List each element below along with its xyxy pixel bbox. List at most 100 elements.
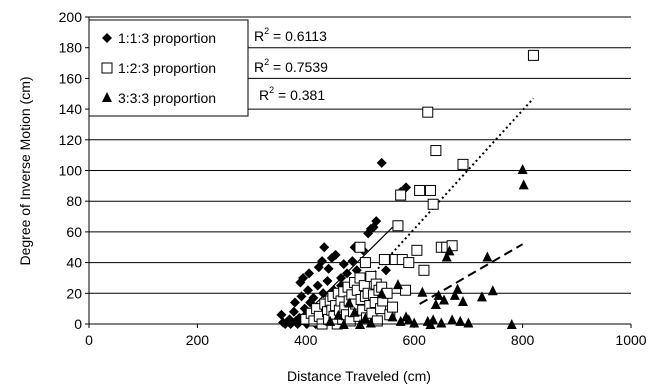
point-series-1 (319, 242, 330, 253)
point-series-1 (371, 216, 382, 227)
r2-label-1: R2 = 0.6113 (254, 26, 327, 44)
point-series-1 (288, 306, 299, 317)
y-tick-label: 140 (59, 101, 83, 117)
point-series-2 (418, 264, 430, 276)
point-series-1 (312, 280, 323, 291)
legend-diamond-marker (102, 33, 112, 43)
point-series-3 (349, 306, 360, 317)
point-series-1 (304, 268, 315, 279)
point-series-3 (487, 285, 498, 296)
point-series-3 (452, 283, 463, 294)
y-tick-label: 40 (66, 255, 82, 271)
point-series-3 (517, 163, 528, 174)
point-series-3 (436, 317, 447, 328)
point-series-3 (457, 295, 468, 306)
legend-square-marker (101, 62, 113, 74)
y-tick-label: 0 (74, 316, 82, 332)
point-series-2 (400, 284, 412, 296)
x-tick-label: 400 (294, 332, 318, 348)
legend-entry-3: 3:3:3 proportion (102, 90, 216, 106)
y-tick-label: 60 (66, 224, 82, 240)
legend-label-1: 1:1:3 proportion (118, 30, 216, 46)
point-series-2 (378, 254, 390, 266)
point-series-2 (387, 301, 399, 313)
point-series-3 (441, 251, 452, 262)
point-series-3 (376, 288, 387, 299)
point-series-3 (344, 297, 355, 308)
point-series-1 (376, 157, 387, 168)
y-tick-label: 120 (59, 132, 83, 148)
point-series-3 (392, 279, 403, 290)
y-axis-title: Degree of Inverse Motion (cm) (17, 76, 33, 265)
trendline-series-3 (419, 243, 524, 305)
point-series-1 (298, 272, 309, 283)
legend-triangle-marker (102, 92, 112, 102)
point-series-3 (430, 299, 441, 310)
point-series-2 (457, 158, 469, 170)
point-series-3 (333, 309, 344, 320)
point-series-1 (323, 263, 334, 274)
tick-labels: 0 20 40 60 80 100 120 140 160 180 200 0 200 400 600 800… (59, 9, 647, 348)
r2-label-2: R2 = 0.7539 (254, 57, 328, 75)
point-series-2 (411, 244, 423, 256)
x-tick-label: 600 (403, 332, 427, 348)
point-series-3 (428, 314, 439, 325)
x-tick-label: 1000 (615, 332, 646, 348)
point-series-3 (417, 286, 428, 297)
y-tick-label: 160 (59, 70, 83, 86)
point-series-1 (302, 285, 313, 296)
r2-label-3: R2 = 0.381 (259, 85, 325, 103)
x-tick-label: 0 (85, 332, 93, 348)
point-series-2 (354, 241, 366, 253)
point-series-2 (446, 240, 458, 252)
legend-entry-2: 1:2:3 proportion (101, 60, 216, 76)
point-series-1 (317, 256, 328, 267)
point-series-1 (341, 268, 352, 279)
point-series-2 (422, 106, 434, 118)
x-tick-label: 200 (186, 332, 210, 348)
point-series-2 (359, 257, 371, 269)
legend-box (88, 19, 249, 117)
point-series-3 (325, 315, 336, 326)
point-series-3 (482, 251, 493, 262)
point-series-2 (424, 184, 436, 196)
point-series-1 (336, 272, 347, 283)
point-series-3 (360, 312, 371, 323)
point-series-3 (409, 317, 420, 328)
y-tick-label: 100 (59, 163, 83, 179)
point-series-3 (449, 289, 460, 300)
point-series-3 (518, 179, 529, 190)
point-series-1 (330, 249, 341, 260)
y-tick-label: 180 (59, 40, 83, 56)
point-series-2 (527, 49, 539, 61)
point-series-2 (392, 220, 404, 232)
point-series-1 (276, 309, 287, 320)
point-series-3 (387, 311, 398, 322)
y-tick-label: 80 (66, 193, 82, 209)
point-series-3 (439, 294, 450, 305)
point-series-3 (447, 314, 458, 325)
y-tick-label: 20 (66, 285, 82, 301)
point-series-2 (395, 189, 407, 201)
point-series-2 (430, 145, 442, 157)
point-series-1 (322, 276, 333, 287)
point-series-1 (296, 291, 307, 302)
point-series-1 (381, 265, 392, 276)
point-series-1 (347, 256, 358, 267)
point-series-2 (414, 184, 426, 196)
point-series-3 (444, 245, 455, 256)
point-series-1 (308, 292, 319, 303)
y-tick-label: 200 (59, 9, 83, 25)
point-series-3 (395, 315, 406, 326)
point-series-3 (463, 317, 474, 328)
x-tick-label: 800 (511, 332, 535, 348)
point-series-2 (403, 257, 415, 269)
point-series-3 (433, 289, 444, 300)
point-series-1 (338, 259, 349, 270)
point-series-1 (289, 297, 300, 308)
point-series-3 (476, 291, 487, 302)
point-series-3 (403, 314, 414, 325)
x-axis-title: Distance Traveled (cm) (287, 368, 431, 384)
data-points (276, 49, 539, 330)
